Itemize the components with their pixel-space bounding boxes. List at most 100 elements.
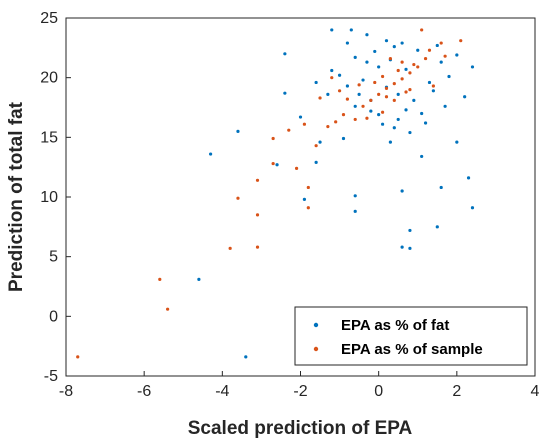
data-point (443, 104, 447, 108)
data-point (330, 68, 334, 73)
data-point (236, 129, 240, 133)
data-point (447, 74, 451, 79)
data-point (166, 307, 170, 311)
data-point (380, 74, 385, 79)
data-point (294, 166, 299, 170)
data-point (384, 95, 389, 99)
data-point (283, 91, 287, 95)
data-point (361, 104, 365, 108)
data-point (326, 92, 330, 96)
data-point (287, 128, 291, 132)
data-point (377, 65, 381, 69)
data-point (416, 65, 420, 69)
legend-label-epa-fat: EPA as % of fat (341, 317, 449, 334)
data-point (388, 140, 392, 144)
data-point (330, 28, 334, 32)
data-point (302, 122, 307, 126)
x-tick-label: 2 (452, 383, 461, 400)
data-point (431, 84, 435, 88)
data-point (392, 82, 396, 86)
data-point (349, 28, 353, 32)
data-point (463, 95, 467, 99)
data-point (392, 126, 396, 130)
data-point (255, 213, 260, 217)
data-point (404, 90, 408, 94)
data-point (380, 110, 385, 114)
data-point (373, 80, 377, 85)
series-epa-sample (76, 28, 463, 359)
data-point (455, 53, 459, 57)
data-point (244, 355, 248, 359)
data-point (396, 68, 400, 73)
data-point (400, 189, 404, 193)
data-point (275, 163, 279, 167)
data-point (408, 246, 412, 250)
x-tick-label: -2 (293, 383, 307, 400)
data-point (384, 39, 389, 43)
data-point (357, 83, 361, 87)
data-point (197, 277, 201, 281)
y-tick-label: 10 (40, 189, 58, 206)
y-tick-label: -5 (44, 368, 58, 385)
data-point (427, 80, 432, 85)
data-point (423, 56, 428, 61)
data-point (318, 140, 322, 144)
data-point (396, 117, 400, 122)
data-point (400, 245, 404, 249)
data-point (365, 60, 369, 64)
y-tick-label: 5 (49, 249, 58, 266)
data-point (306, 185, 310, 190)
x-tick-label: -6 (137, 383, 151, 400)
data-point (345, 84, 349, 88)
data-point (341, 113, 346, 117)
data-point (353, 104, 357, 108)
y-tick-label: 0 (49, 308, 58, 325)
data-point (365, 33, 369, 37)
data-point (470, 206, 475, 210)
data-point (353, 117, 357, 122)
data-point (416, 48, 420, 52)
legend-marker-epa-fat (313, 322, 319, 328)
data-point (236, 196, 240, 200)
data-point (271, 136, 275, 141)
data-point (408, 130, 412, 135)
axes: -8 -6 -4 -2 0 2 4 -5 0 5 10 15 20 25 (40, 10, 539, 400)
data-point (255, 178, 260, 182)
data-point (373, 49, 377, 54)
data-point (353, 55, 357, 59)
data-point (353, 209, 357, 213)
data-point (345, 97, 349, 101)
data-point (314, 144, 318, 148)
legend: EPA as % of fat EPA as % of sample (294, 306, 528, 366)
data-point (400, 60, 404, 64)
y-tick-label: 25 (40, 10, 58, 27)
y-tick-label: 20 (40, 70, 58, 87)
data-point (337, 73, 342, 77)
data-point (420, 28, 424, 32)
data-point (380, 122, 385, 126)
data-point (404, 108, 408, 112)
data-point (283, 52, 287, 56)
data-point (392, 98, 396, 102)
y-axis-label: Prediction of total fat (6, 101, 27, 292)
data-point (455, 140, 459, 144)
data-point (400, 77, 404, 81)
data-point (158, 277, 162, 281)
data-point (470, 65, 475, 69)
data-point (388, 56, 392, 61)
data-point (318, 96, 322, 100)
data-point (392, 45, 396, 49)
data-point (408, 228, 412, 233)
data-point (396, 92, 400, 96)
data-point (466, 176, 471, 180)
data-point (353, 194, 357, 198)
data-point (271, 161, 275, 166)
data-point (365, 116, 369, 120)
data-point (412, 98, 416, 102)
x-tick-label: 4 (531, 383, 540, 400)
data-point (377, 92, 381, 96)
data-point (384, 86, 389, 91)
data-point (420, 111, 424, 116)
legend-box (294, 306, 528, 366)
data-point (341, 136, 346, 141)
